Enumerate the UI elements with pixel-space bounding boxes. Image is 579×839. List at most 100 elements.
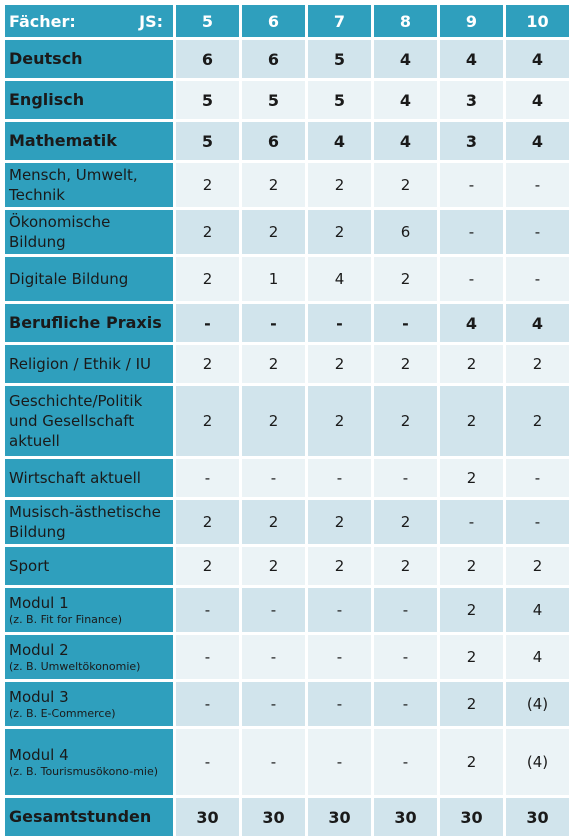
hours-cell: - <box>308 588 371 632</box>
subject-cell: Modul 3 (z. B. E-Commerce) <box>5 682 173 726</box>
hours-cell: 6 <box>242 122 305 160</box>
subject-name: Digitale Bildung <box>9 270 129 288</box>
hours-cell: - <box>176 682 239 726</box>
hours-cell: - <box>374 588 437 632</box>
subject-example: (z. B. Tourismusökono-mie) <box>9 765 159 778</box>
hours-cell: - <box>308 682 371 726</box>
hours-cell: - <box>176 304 239 342</box>
hours-cell: 30 <box>242 798 305 836</box>
hours-cell: 6 <box>176 40 239 78</box>
hours-cell: 4 <box>506 588 569 632</box>
table-row: Mensch, Umwelt, Technik 2 2 2 2- - <box>5 163 569 207</box>
table-row: Modul 1 (z. B. Fit for Finance) - - - -2 4 <box>5 588 569 632</box>
hours-cell: - <box>176 635 239 679</box>
subject-cell: Modul 4 (z. B. Tourismusökono-mie) <box>5 729 173 795</box>
table-row: Religion / Ethik / IU 2 2 2 2 2 2 <box>5 345 569 383</box>
hours-cell: 6 <box>242 40 305 78</box>
hours-cell: - <box>374 729 437 795</box>
hours-cell: 2 <box>308 386 371 456</box>
table-row: Modul 2 (z. B. Umweltökonomie) - - - -2 4 <box>5 635 569 679</box>
subject-cell: Ökonomische Bildung <box>5 210 173 254</box>
subject-name: Religion / Ethik / IU <box>9 355 151 373</box>
hours-cell: 2 <box>308 547 371 585</box>
hours-cell: - <box>176 459 239 497</box>
subject-cell: Englisch <box>5 81 173 119</box>
hours-cell: 2 <box>176 257 239 301</box>
hours-cell: 2 <box>506 386 569 456</box>
hours-cell: 2 <box>440 459 503 497</box>
hours-cell: 3 <box>440 122 503 160</box>
hours-cell: 4 <box>440 304 503 342</box>
header-row: Fächer: JS: 5 6 7 8 9 10 <box>5 5 569 37</box>
hours-cell: 2 <box>506 547 569 585</box>
hours-cell: 2 <box>374 500 437 544</box>
subject-column-label: Fächer: <box>9 11 76 31</box>
hours-cell: 5 <box>176 81 239 119</box>
hours-cell: - <box>506 500 569 544</box>
table-row: Modul 4 (z. B. Tourismusökono-mie) - - - -2 (4… <box>5 729 569 795</box>
hours-cell: 2 <box>308 345 371 383</box>
subject-cell: Berufliche Praxis <box>5 304 173 342</box>
subject-cell: Digitale Bildung <box>5 257 173 301</box>
hours-cell: 6 <box>374 210 437 254</box>
subject-cell: Religion / Ethik / IU <box>5 345 173 383</box>
subject-cell: Musisch-ästhetische Bildung <box>5 500 173 544</box>
subject-name: Deutsch <box>9 49 83 68</box>
hours-cell: 5 <box>176 122 239 160</box>
subject-cell: Deutsch <box>5 40 173 78</box>
hours-cell: 3 <box>440 81 503 119</box>
year-header-10: 10 <box>506 5 569 37</box>
hours-cell: 4 <box>506 81 569 119</box>
year-header-8: 8 <box>374 5 437 37</box>
table-row: Berufliche Praxis - - - -4 4 <box>5 304 569 342</box>
subject-cell: Modul 1 (z. B. Fit for Finance) <box>5 588 173 632</box>
hours-cell: 5 <box>308 40 371 78</box>
year-header-5: 5 <box>176 5 239 37</box>
hours-cell: 4 <box>308 257 371 301</box>
hours-cell: (4) <box>506 729 569 795</box>
subject-name: Musisch-ästhetische Bildung <box>9 503 161 541</box>
hours-cell: - <box>440 500 503 544</box>
table-row: Geschichte/Politik und Gesellschaft aktu… <box>5 386 569 456</box>
hours-cell: 30 <box>308 798 371 836</box>
header-subject-cell: Fächer: JS: <box>5 5 173 37</box>
hours-cell: 2 <box>176 500 239 544</box>
hours-cell: 5 <box>308 81 371 119</box>
hours-cell: - <box>308 459 371 497</box>
hours-cell: 2 <box>440 682 503 726</box>
hours-cell: 30 <box>176 798 239 836</box>
hours-cell: 2 <box>374 257 437 301</box>
hours-cell: 2 <box>176 210 239 254</box>
table-row: Gesamtstunden 30 30 30 30 30 30 <box>5 798 569 836</box>
hours-cell: 2 <box>374 163 437 207</box>
subject-name: Geschichte/Politik und Gesellschaft aktu… <box>9 392 143 450</box>
hours-cell: - <box>242 729 305 795</box>
timetable-body: Deutsch 6 6 5 4 4 4 Englisch 5 5 5 4 3 4 Mathematik 5 6 4… <box>5 40 569 836</box>
subject-cell: Mathematik <box>5 122 173 160</box>
hours-cell: - <box>374 459 437 497</box>
hours-cell: 4 <box>374 40 437 78</box>
year-header-9: 9 <box>440 5 503 37</box>
subject-example: (z. B. E-Commerce) <box>9 707 116 720</box>
hours-cell: 2 <box>440 635 503 679</box>
hours-cell: 2 <box>440 547 503 585</box>
hours-cell: - <box>176 729 239 795</box>
subject-cell: Sport <box>5 547 173 585</box>
hours-cell: - <box>242 304 305 342</box>
hours-cell: 2 <box>308 500 371 544</box>
subject-cell: Geschichte/Politik und Gesellschaft aktu… <box>5 386 173 456</box>
subject-cell: Mensch, Umwelt, Technik <box>5 163 173 207</box>
hours-cell: - <box>506 163 569 207</box>
hours-cell: 30 <box>506 798 569 836</box>
year-header-7: 7 <box>308 5 371 37</box>
hours-cell: 2 <box>176 345 239 383</box>
hours-cell: 2 <box>242 345 305 383</box>
subject-cell: Modul 2 (z. B. Umweltökonomie) <box>5 635 173 679</box>
year-header-6: 6 <box>242 5 305 37</box>
hours-cell: 2 <box>176 386 239 456</box>
subject-name: Modul 1 <box>9 594 69 612</box>
subject-cell: Wirtschaft aktuell <box>5 459 173 497</box>
subject-name: Modul 2 <box>9 641 69 659</box>
hours-cell: 4 <box>506 635 569 679</box>
